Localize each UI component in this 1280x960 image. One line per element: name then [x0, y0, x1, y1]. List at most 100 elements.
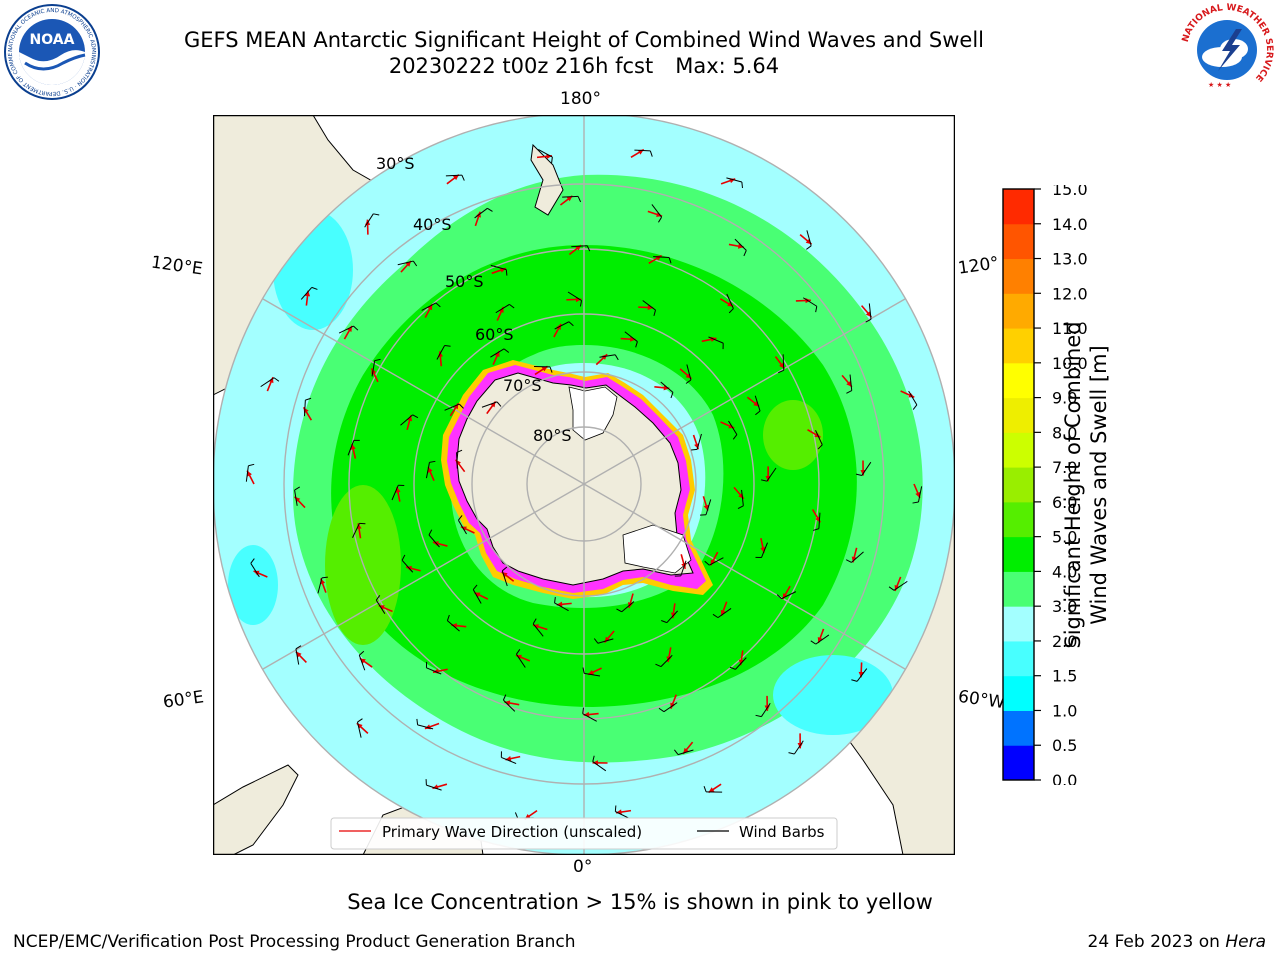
- wind-barb: [708, 336, 724, 350]
- wind-barb: [788, 740, 804, 755]
- max-label: Max: 5.64: [675, 54, 780, 78]
- chart-title: GEFS MEAN Antarctic Significant Height o…: [183, 28, 985, 52]
- wind-barb: [755, 702, 771, 718]
- wind-barb: [729, 657, 747, 670]
- wave-direction-arrow: [427, 466, 435, 481]
- wind-barb: [634, 149, 653, 157]
- colorbar-label-line1: Significant Height of Combined: [1061, 321, 1085, 649]
- wind-barb: [703, 786, 723, 793]
- map-legend: Primary Wave Direction (unscaled) Wind B…: [330, 817, 838, 850]
- colorbar: 0.0 0.5 1.0 1.5 2.0 3.0 4.0 5.0 6.0 7.0 8.0 9.0 10.0…: [1002, 185, 1088, 785]
- wind-barb: [347, 439, 360, 456]
- wind-barb: [260, 377, 280, 388]
- colorbar-block: [1003, 223, 1034, 260]
- wind-barb: [295, 645, 302, 665]
- lon-label-60e: 60°E: [161, 687, 206, 713]
- colorbar-block: [1003, 571, 1034, 607]
- colorbar-block: [1003, 397, 1034, 433]
- wind-barb: [500, 751, 517, 764]
- colorbar-tick-label: 0.0: [1052, 771, 1077, 785]
- wind-barb: [810, 634, 830, 645]
- wind-barb: [375, 595, 386, 614]
- wind-barb: [502, 694, 516, 712]
- colorbar-tick-label: 5.0: [1052, 528, 1077, 547]
- wind-barb: [474, 207, 493, 219]
- colorbar-block: [1003, 710, 1034, 746]
- colorbar-block: [1003, 675, 1034, 711]
- footer-date: 24 Feb 2023 on Hera: [1088, 932, 1266, 952]
- noaa-logo: NATIONAL OCEANIC AND ATMOSPHERIC ADMINIS…: [3, 3, 100, 100]
- colorbar-block: [1003, 293, 1034, 329]
- wind-barb: [888, 580, 908, 591]
- wind-barb: [425, 661, 442, 675]
- wave-direction-arrow: [446, 174, 460, 185]
- legend-wind-barbs: Wind Barbs: [739, 823, 825, 841]
- wind-barb: [674, 560, 687, 577]
- wave-direction-arrow: [246, 470, 255, 485]
- wind-barb: [754, 395, 761, 416]
- wind-barb: [599, 354, 619, 361]
- wind-barb: [317, 576, 328, 594]
- wind-barb: [445, 174, 465, 181]
- lat-label-30s: 30°S: [376, 154, 415, 173]
- wave-direction-arrow: [616, 809, 632, 815]
- wave-direction-arrow: [654, 385, 670, 391]
- wind-barb: [778, 354, 785, 374]
- wind-barb: [300, 286, 318, 300]
- wind-barb: [571, 245, 591, 252]
- wind-barb: [642, 300, 657, 316]
- colorbar-tick-label: 4.0: [1052, 562, 1077, 581]
- colorbar-tick-label: 14.0: [1052, 215, 1088, 234]
- wave-direction-arrow: [304, 290, 311, 306]
- wind-barb: [481, 401, 502, 408]
- wind-barb: [845, 551, 864, 563]
- wave-direction-arrow: [587, 667, 602, 676]
- run-label: 20230222 t00z 216h fcst: [388, 54, 654, 78]
- colorbar-block: [1003, 467, 1034, 503]
- wind-barb: [846, 374, 853, 394]
- colorbar-tick-label: 6.0: [1052, 493, 1077, 512]
- wind-barb: [661, 610, 678, 624]
- colorbar-tick-label: 1.5: [1052, 667, 1077, 686]
- wind-barb: [501, 566, 508, 587]
- wind-barb: [582, 667, 601, 677]
- wind-barb: [352, 522, 366, 538]
- colorbar-tick-label: 2.0: [1052, 632, 1077, 651]
- wave-direction-arrow: [451, 623, 467, 629]
- wind-barb: [401, 554, 414, 573]
- colorbar-tick-label: 15.0: [1052, 185, 1088, 199]
- wind-barb: [726, 177, 743, 189]
- wave-direction-arrow: [295, 651, 307, 663]
- wind-barb: [582, 707, 597, 722]
- colorbar-block: [1003, 536, 1034, 572]
- wave-direction-arrow: [708, 783, 722, 794]
- wind-barb: [813, 512, 821, 531]
- wind-barb: [728, 420, 738, 440]
- wind-barb: [472, 584, 482, 604]
- wind-barb: [457, 515, 467, 535]
- wind-barb: [704, 557, 724, 566]
- wind-barb: [250, 558, 260, 578]
- wind-barb: [400, 414, 419, 426]
- noaa-logo-text: NOAA: [30, 32, 75, 48]
- wind-barb: [802, 297, 818, 313]
- footer-machine: Hera: [1225, 932, 1266, 952]
- lat-label-60s: 60°S: [475, 325, 514, 344]
- colorbar-block: [1003, 501, 1034, 538]
- wind-barb: [806, 230, 812, 250]
- map-frame: [213, 115, 955, 855]
- lat-label-80s: 80°S: [533, 426, 572, 445]
- wave-direction-arrow: [583, 711, 599, 718]
- wind-barb: [416, 718, 434, 730]
- wind-barb: [303, 397, 312, 417]
- wind-barb: [673, 749, 694, 756]
- wind-barb: [593, 638, 614, 644]
- wind-barb: [651, 204, 663, 223]
- wind-barb: [358, 650, 366, 671]
- wave-direction-arrow: [913, 483, 921, 499]
- footer-branch: NCEP/EMC/Verification Post Processing Pr…: [13, 932, 576, 952]
- wind-barb: [245, 463, 255, 482]
- wind-barb: [397, 260, 418, 267]
- lon-label-180: 180°: [560, 89, 601, 109]
- wind-barb: [456, 449, 463, 469]
